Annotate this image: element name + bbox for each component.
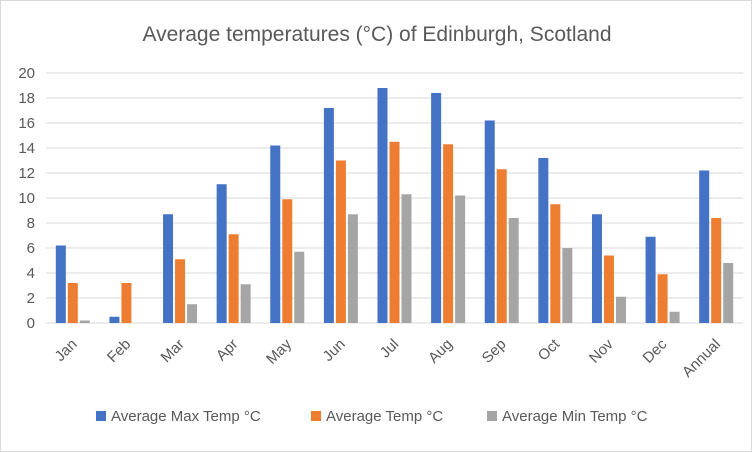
y-tick-label: 12	[18, 165, 35, 182]
bar-nov-series-3	[615, 296, 626, 323]
x-tick-label: Dec	[640, 335, 671, 366]
bars	[55, 88, 734, 323]
bar-dec-series-2	[657, 274, 668, 323]
bar-dec-series-3	[669, 311, 680, 323]
bar-aug-series-2	[443, 144, 454, 323]
x-tick-label: Annual	[679, 336, 724, 381]
x-tick-label: Sep	[479, 336, 510, 367]
x-tick-label: May	[263, 335, 295, 367]
bar-jun-series-2	[335, 160, 346, 323]
bar-annual-series-2	[711, 218, 722, 323]
bar-oct-series-2	[550, 204, 561, 323]
bar-jan-series-3	[79, 320, 90, 323]
bar-may-series-3	[294, 251, 305, 323]
bar-mar-series-3	[187, 304, 198, 323]
bar-jan-series-1	[55, 245, 66, 323]
bar-apr-series-3	[240, 284, 251, 323]
bar-jun-series-3	[347, 214, 358, 323]
x-tick-label: Apr	[213, 336, 242, 365]
bar-aug-series-1	[431, 93, 442, 323]
bar-nov-series-1	[591, 214, 602, 323]
bar-mar-series-1	[163, 214, 174, 323]
bar-annual-series-1	[699, 170, 710, 323]
bar-may-series-2	[282, 199, 293, 323]
x-tick-label: Aug	[425, 336, 456, 367]
x-tick-label: Jan	[52, 336, 81, 365]
bar-jul-series-2	[389, 141, 400, 323]
x-tick-label: Jun	[320, 336, 349, 365]
bar-nov-series-2	[603, 255, 614, 323]
y-tick-label: 18	[18, 90, 35, 107]
bar-mar-series-2	[175, 259, 186, 323]
legend-swatch	[96, 411, 106, 421]
bar-aug-series-3	[455, 195, 466, 323]
bar-dec-series-1	[645, 236, 656, 323]
y-tick-label: 20	[18, 65, 35, 82]
legend: Average Max Temp °C Average Temp °C Averag…	[96, 408, 648, 425]
bar-feb-series-1	[109, 316, 120, 323]
y-tick-label: 0	[27, 315, 35, 332]
x-tick-label: Mar	[158, 336, 188, 366]
y-tick-label: 2	[27, 290, 35, 307]
bar-annual-series-3	[723, 263, 734, 323]
bar-feb-series-2	[121, 283, 132, 323]
bar-jan-series-2	[67, 283, 78, 323]
y-tick-label: 8	[27, 215, 35, 232]
legend-label: Average Temp °C	[326, 408, 443, 425]
chart-title: Average temperatures (°C) of Edinburgh, …	[142, 23, 611, 46]
bar-may-series-1	[270, 145, 281, 323]
x-tick-label: Nov	[586, 335, 617, 366]
legend-swatch	[487, 411, 497, 421]
bar-sep-series-1	[484, 120, 495, 323]
legend-label: Average Min Temp °C	[502, 408, 648, 425]
legend-swatch	[311, 411, 321, 421]
bar-jun-series-1	[323, 108, 334, 323]
bar-jul-series-3	[401, 194, 412, 323]
legend-label: Average Max Temp °C	[111, 408, 261, 425]
bar-sep-series-2	[496, 169, 507, 323]
bar-oct-series-3	[562, 248, 573, 323]
y-tick-label: 10	[18, 190, 35, 207]
bar-apr-series-2	[228, 234, 239, 323]
x-tick-label: Oct	[535, 335, 564, 364]
bar-apr-series-1	[216, 184, 227, 323]
bar-sep-series-3	[508, 218, 519, 323]
x-tick-label: Feb	[104, 336, 134, 366]
y-tick-label: 6	[27, 240, 35, 257]
y-tick-label: 4	[27, 265, 35, 282]
y-axis-ticks: 0 2 4 6 8 10 12 14 16 18 20	[18, 65, 35, 332]
y-tick-label: 14	[18, 140, 35, 157]
x-axis-ticks: Jan Feb Mar Apr May Jun Jul Aug Sep Oct Nov Dec Annu…	[52, 335, 725, 381]
x-tick-label: Jul	[377, 336, 403, 362]
y-tick-label: 16	[18, 115, 35, 132]
bar-oct-series-1	[538, 158, 549, 323]
bar-jul-series-1	[377, 88, 388, 323]
